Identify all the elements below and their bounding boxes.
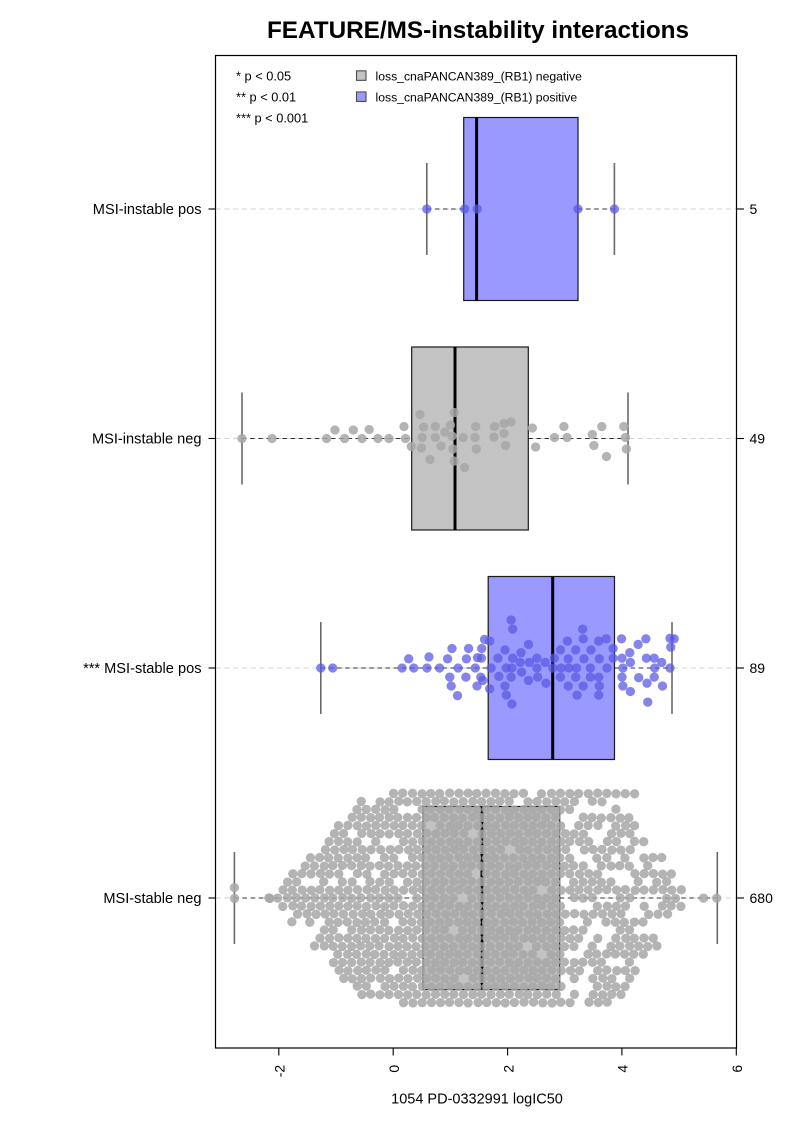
svg-text:0: 0 <box>386 1065 402 1073</box>
svg-text:2: 2 <box>500 1065 516 1073</box>
svg-text:680: 680 <box>750 890 774 906</box>
svg-text:loss_cnaPANCAN389_(RB1) positi: loss_cnaPANCAN389_(RB1) positive <box>376 90 578 104</box>
svg-text:MSI-instable pos: MSI-instable pos <box>93 202 202 218</box>
svg-text:49: 49 <box>750 430 766 446</box>
svg-text:* p < 0.05: * p < 0.05 <box>236 68 291 83</box>
svg-text:-2: -2 <box>272 1065 288 1078</box>
svg-text:1054 PD-0332991 logIC50: 1054 PD-0332991 logIC50 <box>391 1092 563 1108</box>
svg-text:*** p < 0.001: *** p < 0.001 <box>236 111 308 126</box>
svg-text:6: 6 <box>729 1065 745 1073</box>
svg-text:5: 5 <box>750 201 758 217</box>
svg-text:loss_cnaPANCAN389_(RB1) negati: loss_cnaPANCAN389_(RB1) negative <box>376 69 583 83</box>
svg-text:MSI-stable neg: MSI-stable neg <box>103 891 201 907</box>
svg-text:MSI-instable neg: MSI-instable neg <box>92 431 202 447</box>
svg-text:89: 89 <box>750 660 766 676</box>
svg-text:4: 4 <box>615 1065 631 1073</box>
svg-text:*** MSI-stable pos: *** MSI-stable pos <box>83 661 201 677</box>
svg-text:** p < 0.01: ** p < 0.01 <box>236 89 296 104</box>
svg-text:FEATURE/MS-instability interac: FEATURE/MS-instability interactions <box>267 17 689 44</box>
